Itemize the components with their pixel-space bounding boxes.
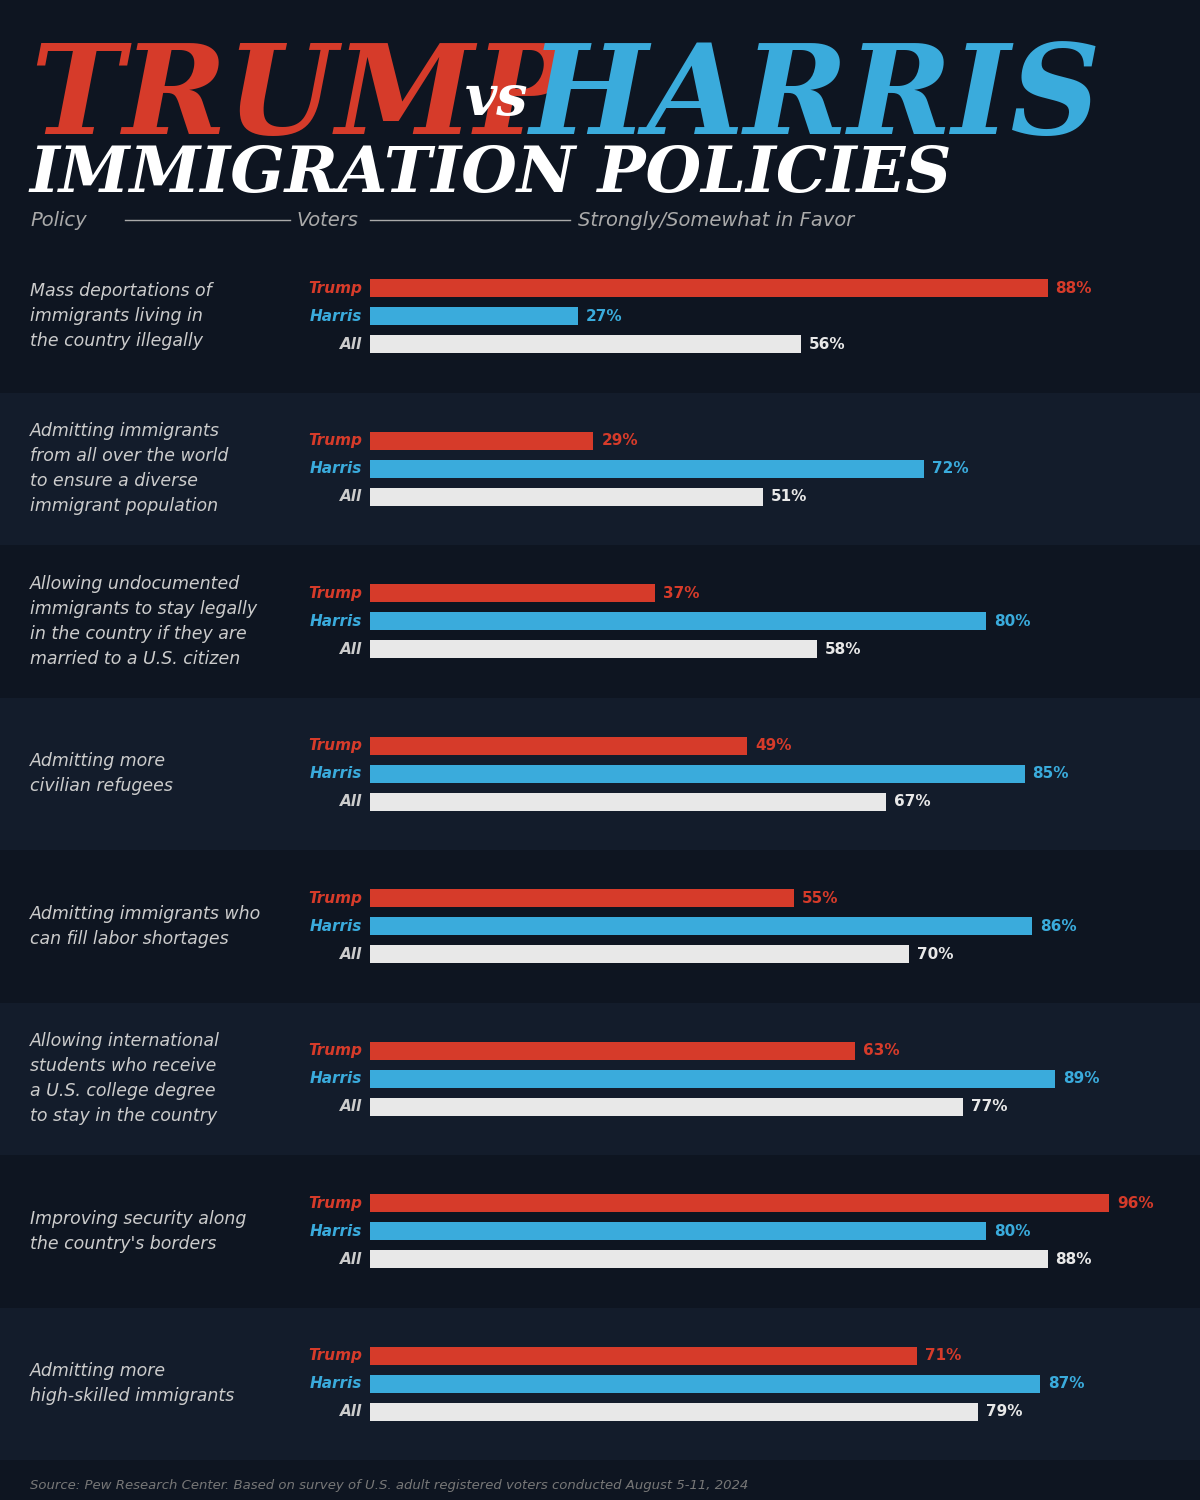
Bar xyxy=(0,698,1200,850)
Text: 87%: 87% xyxy=(1048,1377,1085,1392)
Text: 96%: 96% xyxy=(1117,1196,1154,1210)
Text: 58%: 58% xyxy=(824,642,862,657)
Bar xyxy=(370,585,655,602)
Text: 80%: 80% xyxy=(994,1224,1031,1239)
Text: 67%: 67% xyxy=(894,795,930,810)
Bar xyxy=(370,432,593,450)
Text: 80%: 80% xyxy=(994,614,1031,628)
Bar xyxy=(370,792,886,810)
Text: vs: vs xyxy=(466,72,528,128)
Bar xyxy=(0,544,1200,698)
Text: 85%: 85% xyxy=(1032,766,1069,782)
Text: Trump: Trump xyxy=(308,1044,362,1059)
Text: 49%: 49% xyxy=(755,738,792,753)
Bar xyxy=(370,308,578,326)
Text: 70%: 70% xyxy=(917,946,954,962)
Text: Policy: Policy xyxy=(30,210,86,230)
Text: Trump: Trump xyxy=(308,433,362,448)
Text: TRUMP: TRUMP xyxy=(30,39,569,160)
Text: All: All xyxy=(340,489,362,504)
Text: Trump: Trump xyxy=(308,1196,362,1210)
Text: Harris: Harris xyxy=(310,462,362,477)
Bar xyxy=(0,240,1200,393)
Text: Mass deportations of
immigrants living in
the country illegally: Mass deportations of immigrants living i… xyxy=(30,282,211,351)
Bar xyxy=(0,1155,1200,1308)
Text: Harris: Harris xyxy=(310,1071,362,1086)
Text: 77%: 77% xyxy=(971,1100,1008,1114)
Bar xyxy=(370,765,1025,783)
Text: 86%: 86% xyxy=(1040,918,1076,933)
Text: Harris: Harris xyxy=(310,1377,362,1392)
Text: 29%: 29% xyxy=(601,433,638,448)
Bar xyxy=(370,488,763,506)
Text: Harris: Harris xyxy=(310,309,362,324)
Bar xyxy=(370,916,1032,936)
Bar xyxy=(370,336,802,354)
Bar xyxy=(370,945,910,963)
Text: Trump: Trump xyxy=(308,738,362,753)
Text: 55%: 55% xyxy=(802,891,838,906)
Text: 37%: 37% xyxy=(662,586,700,600)
Text: 27%: 27% xyxy=(586,309,623,324)
Text: 56%: 56% xyxy=(809,338,846,352)
Text: All: All xyxy=(340,642,362,657)
Bar xyxy=(370,1041,856,1059)
Text: Trump: Trump xyxy=(308,586,362,600)
Text: Trump: Trump xyxy=(308,1348,362,1364)
Text: All: All xyxy=(340,1251,362,1266)
Text: 79%: 79% xyxy=(986,1404,1022,1419)
Text: 63%: 63% xyxy=(863,1044,900,1059)
Text: All: All xyxy=(340,946,362,962)
Bar xyxy=(370,1194,1109,1212)
Text: Allowing international
students who receive
a U.S. college degree
to stay in the: Allowing international students who rece… xyxy=(30,1032,220,1125)
Text: Harris: Harris xyxy=(310,766,362,782)
Bar xyxy=(370,1347,917,1365)
Bar xyxy=(370,1222,986,1240)
Bar xyxy=(370,612,986,630)
Text: Harris: Harris xyxy=(310,1224,362,1239)
Bar xyxy=(370,459,924,477)
Bar xyxy=(370,1098,962,1116)
Text: Admitting more
high-skilled immigrants: Admitting more high-skilled immigrants xyxy=(30,1362,234,1406)
Bar xyxy=(370,640,816,658)
Bar xyxy=(0,1002,1200,1155)
Text: 89%: 89% xyxy=(1063,1071,1099,1086)
Bar xyxy=(0,850,1200,1002)
Text: Source: Pew Research Center. Based on survey of U.S. adult registered voters con: Source: Pew Research Center. Based on su… xyxy=(30,1479,749,1491)
Text: All: All xyxy=(340,338,362,352)
Text: Harris: Harris xyxy=(310,614,362,628)
Text: Admitting immigrants who
can fill labor shortages: Admitting immigrants who can fill labor … xyxy=(30,904,262,948)
Bar xyxy=(0,393,1200,544)
Text: 71%: 71% xyxy=(925,1348,961,1364)
Text: HARRIS: HARRIS xyxy=(530,39,1102,160)
Text: Improving security along
the country's borders: Improving security along the country's b… xyxy=(30,1209,246,1252)
Bar xyxy=(370,1251,1048,1269)
Text: All: All xyxy=(340,1404,362,1419)
Text: All: All xyxy=(340,1100,362,1114)
Text: Trump: Trump xyxy=(308,891,362,906)
Text: Admitting immigrants
from all over the world
to ensure a diverse
immigrant popul: Admitting immigrants from all over the w… xyxy=(30,423,228,516)
Text: 72%: 72% xyxy=(932,462,970,477)
Bar xyxy=(370,890,793,908)
Text: Voters: Voters xyxy=(296,210,358,230)
Bar xyxy=(370,1070,1055,1088)
Bar xyxy=(370,1374,1040,1392)
Bar xyxy=(0,1308,1200,1460)
Text: Harris: Harris xyxy=(310,918,362,933)
Text: All: All xyxy=(340,795,362,810)
Text: Trump: Trump xyxy=(308,280,362,296)
Text: IMMIGRATION POLICIES: IMMIGRATION POLICIES xyxy=(30,144,953,206)
Text: Admitting more
civilian refugees: Admitting more civilian refugees xyxy=(30,753,173,795)
Text: Strongly/Somewhat in Favor: Strongly/Somewhat in Favor xyxy=(578,210,854,230)
Bar xyxy=(370,736,748,754)
Text: 51%: 51% xyxy=(770,489,808,504)
Bar xyxy=(370,279,1048,297)
Bar xyxy=(370,1402,978,1420)
Text: 88%: 88% xyxy=(1056,1251,1092,1266)
Text: 88%: 88% xyxy=(1056,280,1092,296)
Text: Allowing undocumented
immigrants to stay legally
in the country if they are
marr: Allowing undocumented immigrants to stay… xyxy=(30,574,257,668)
